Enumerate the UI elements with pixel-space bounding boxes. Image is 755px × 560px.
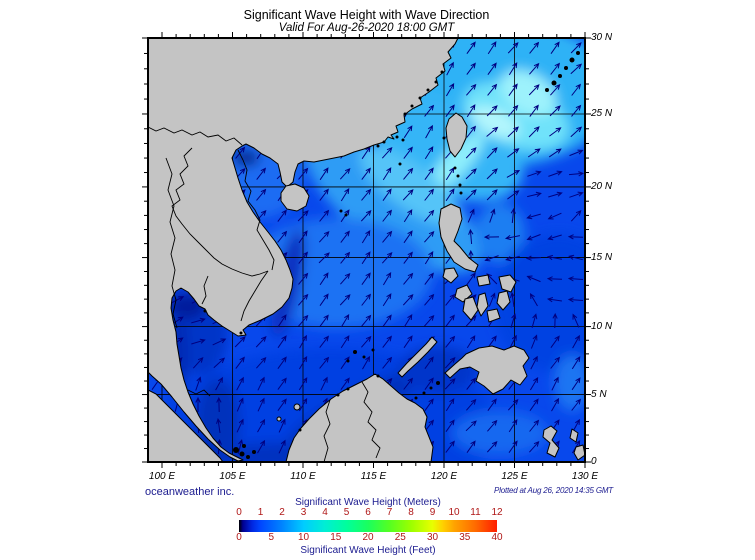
- land-leyte: [496, 290, 511, 311]
- land-luzon: [438, 203, 479, 273]
- meters-tick: 3: [300, 507, 307, 518]
- lon-label: 130 E: [571, 471, 599, 482]
- land-mindoro: [442, 267, 459, 284]
- land-taiwan: [445, 112, 468, 158]
- meters-tick: 4: [322, 507, 328, 518]
- land-hainan: [280, 183, 310, 212]
- land-masses: [148, 38, 585, 462]
- meters-tick: 9: [429, 507, 436, 518]
- lat-label: 10 N: [591, 320, 613, 332]
- meters-tick: 1: [257, 507, 264, 518]
- land-mainland-asia: [148, 38, 459, 462]
- lat-label: 5 N: [591, 388, 607, 400]
- feet-tick: 20: [362, 532, 374, 543]
- lat-label: 25 N: [591, 107, 613, 119]
- lat-label: 20 N: [591, 180, 613, 192]
- land-natuna: [293, 403, 301, 411]
- lat-label: 0: [591, 456, 597, 467]
- meters-tick: 6: [365, 507, 371, 518]
- land-palawan: [397, 336, 438, 378]
- legend-title-meters: Significant Wave Height (Meters): [295, 497, 441, 508]
- lat-label: 30 N: [591, 31, 613, 43]
- land-cebu: [476, 292, 489, 317]
- feet-tick: 30: [426, 532, 439, 543]
- country-borders: [148, 126, 381, 462]
- meters-tick: 5: [343, 507, 350, 518]
- lon-label: 110 E: [290, 471, 316, 482]
- lon-label: 115 E: [360, 471, 387, 482]
- feet-tick: 25: [394, 532, 406, 543]
- plotted-timestamp: Plotted at Aug 26, 2020 14:35 GMT: [494, 486, 613, 495]
- island-dots: [203, 51, 580, 459]
- land-anambas: [276, 416, 282, 422]
- feet-tick: 40: [491, 532, 503, 543]
- degree-ticks: [142, 32, 591, 468]
- land-halmahera-b: [573, 444, 585, 461]
- legend-title-feet: Significant Wave Height (Feet): [300, 545, 436, 556]
- page-title: Significant Wave Height with Wave Direct…: [243, 8, 490, 22]
- feet-tick: 0: [236, 532, 242, 543]
- wave-height-colorbar: [239, 520, 497, 532]
- land-masbate: [476, 274, 491, 287]
- land-sumatra: [148, 389, 224, 462]
- meters-tick: 8: [408, 507, 414, 518]
- lon-label: 125 E: [501, 471, 528, 482]
- feet-tick: 15: [330, 532, 342, 543]
- lon-label: 105 E: [219, 471, 246, 482]
- meters-tick: 0: [236, 507, 242, 518]
- valid-time-subtitle: Valid For Aug-26-2020 18:00 GMT: [278, 22, 455, 34]
- meters-tick: 11: [470, 507, 481, 518]
- map-layers: [148, 38, 585, 462]
- land-negros: [462, 296, 479, 321]
- meters-tick: 10: [448, 507, 460, 518]
- land-bohol: [486, 308, 501, 323]
- land-borneo: [285, 373, 434, 462]
- land-samar: [498, 274, 517, 293]
- land-mindanao: [444, 345, 530, 395]
- feet-tick: 5: [268, 532, 275, 543]
- lon-label: 100 E: [148, 471, 176, 482]
- meters-tick: 2: [279, 507, 285, 518]
- feet-tick: 10: [297, 532, 310, 543]
- credit-text: oceanweather inc.: [145, 486, 235, 498]
- wave-map: [142, 32, 591, 468]
- lat-label: 15 N: [591, 251, 613, 263]
- land-halmahera-a: [569, 428, 579, 443]
- map-area: [142, 32, 591, 468]
- meters-tick: 7: [386, 507, 393, 518]
- feet-tick: 35: [459, 532, 471, 543]
- meters-tick: 12: [491, 507, 503, 518]
- map-frame: [147, 37, 586, 463]
- land-sulawesi: [542, 425, 560, 458]
- lon-label: 120 E: [430, 471, 458, 482]
